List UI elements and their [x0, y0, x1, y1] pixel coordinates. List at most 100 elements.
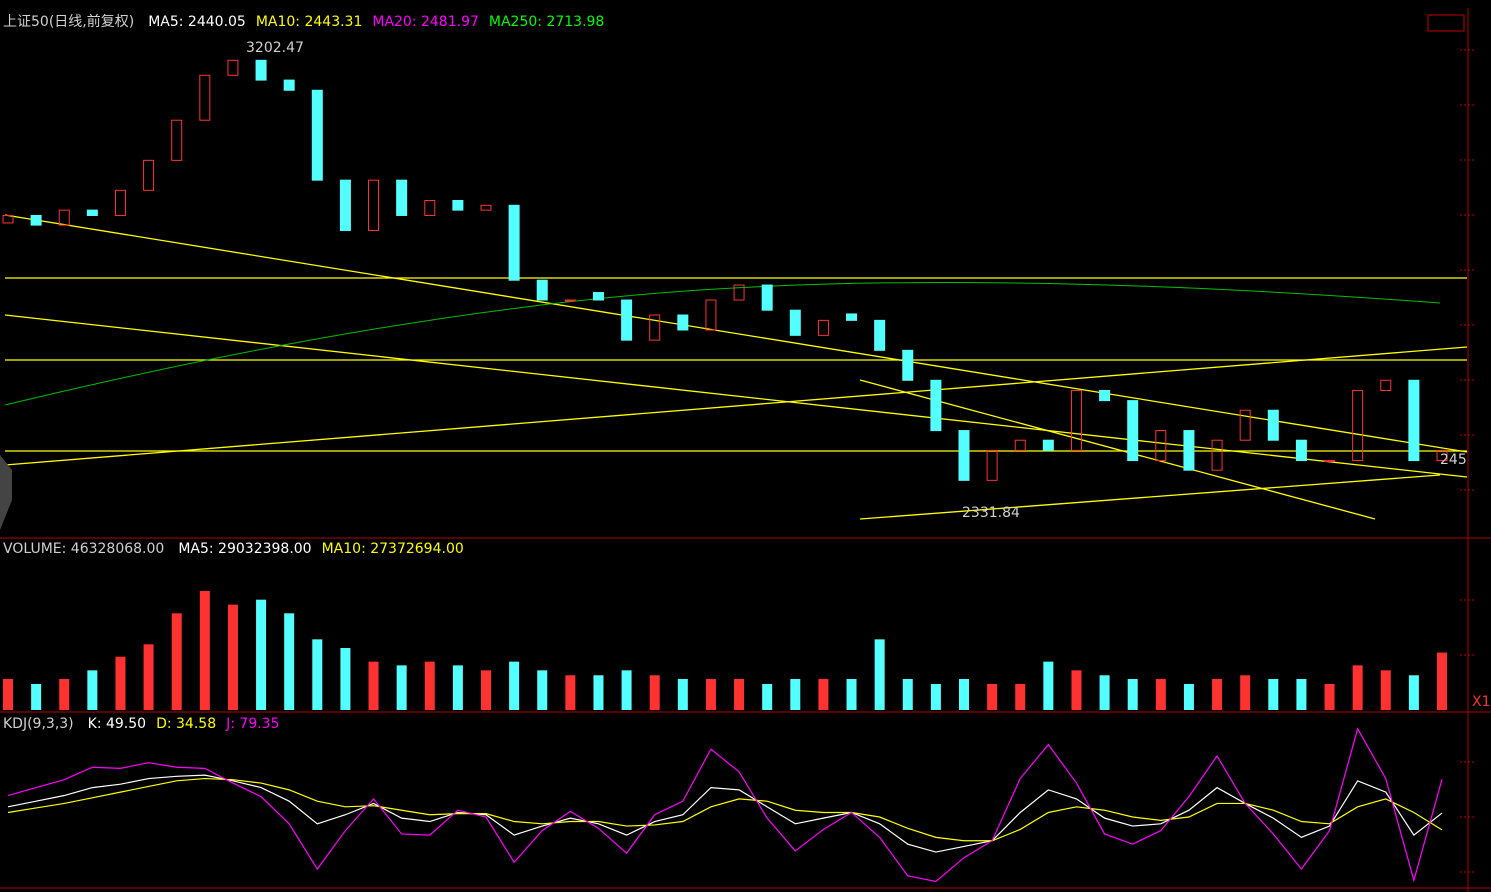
volume-bar: [368, 661, 379, 710]
volume-bar: [1043, 661, 1054, 710]
candle-body: [536, 279, 548, 301]
legend-entry: MA5: 2440.05: [148, 14, 246, 30]
candle-body: [1380, 379, 1392, 391]
candle-body: [1014, 439, 1026, 451]
candle-body: [1352, 389, 1364, 462]
legend-entry: MA20: 2481.97: [372, 14, 479, 30]
volume-bar: [481, 670, 491, 710]
high-label: 3202.47: [246, 40, 304, 56]
candle-body: [1127, 400, 1139, 462]
kdj-line: [7, 727, 1443, 883]
candle-body: [368, 179, 380, 231]
candle-body: [171, 119, 183, 161]
volume-bar: [565, 675, 576, 710]
volume-bar: [115, 656, 126, 710]
legend-entry: D: 34.58: [156, 716, 216, 732]
volume-bar: [593, 675, 604, 710]
candle-body: [508, 204, 520, 281]
volume-bar: [902, 679, 913, 710]
candle-body: [564, 299, 576, 302]
volume-bar: [396, 665, 407, 710]
legend-entry: K: 49.50: [88, 716, 146, 732]
candle-body: [733, 284, 745, 301]
volume-bar: [1296, 679, 1307, 710]
volume-bar: [59, 679, 70, 710]
kdj-line: [7, 774, 1443, 853]
candle-body: [1211, 439, 1223, 471]
candle-body: [227, 59, 239, 76]
axis-label: X1: [1472, 694, 1491, 710]
candle-body: [452, 199, 464, 211]
volume-bar: [846, 679, 857, 710]
candle-body: [874, 319, 886, 351]
volume-bar: [790, 679, 801, 710]
candle-body: [761, 284, 773, 311]
candle-body: [1267, 409, 1279, 441]
volume-bar: [31, 683, 42, 710]
kdj-line: [7, 777, 1443, 842]
candle-body: [480, 204, 492, 211]
volume-bar: [1324, 683, 1335, 710]
volume-bar: [284, 613, 295, 710]
candle-body: [283, 79, 295, 91]
legend-entry: MA10: 2443.31: [256, 14, 363, 30]
candle-body: [1155, 430, 1167, 462]
candle-body: [396, 179, 408, 216]
candle-body: [1070, 389, 1082, 451]
candle-body: [86, 209, 98, 216]
candle-body: [255, 59, 267, 81]
candle-body: [789, 309, 801, 336]
low-label: 2331.84: [962, 505, 1020, 521]
legend-entry: J: 79.35: [225, 716, 279, 732]
legend-entry: MA250: 2713.98: [489, 14, 604, 30]
volume-bar: [959, 679, 969, 710]
scroll-handle: [0, 455, 12, 530]
volume-bar: [537, 670, 548, 710]
volume-bar: [874, 639, 885, 710]
volume-bar: [621, 670, 632, 710]
candle-body: [2, 214, 14, 224]
volume-bar: [705, 679, 716, 710]
candle-body: [1239, 409, 1251, 441]
volume-bar: [1183, 683, 1194, 710]
volume-bar: [143, 644, 154, 710]
price-label: 245: [1440, 452, 1467, 468]
volume-bar: [762, 683, 773, 710]
volume-bar: [452, 665, 463, 710]
volume-bar: [818, 679, 829, 710]
volume-bar: [227, 604, 238, 710]
volume-bar: [1240, 675, 1251, 710]
window-buttons: [1427, 14, 1465, 32]
candle-body: [339, 179, 351, 231]
panel-title: 上证50(日线,前复权): [3, 13, 134, 30]
candle-body: [817, 319, 829, 336]
volume-bar: [1212, 679, 1223, 710]
candle-body: [705, 299, 717, 331]
volume-bar: [1352, 665, 1363, 710]
candle-body: [902, 349, 914, 381]
volume-bar: [649, 675, 660, 710]
candle-body: [424, 199, 436, 216]
trend-lines: [4, 214, 1468, 520]
candle-body: [58, 209, 70, 226]
ma250-line: [4, 281, 1441, 406]
candle-body: [1436, 449, 1448, 462]
volume-bar: [3, 679, 13, 710]
candle-body: [143, 159, 155, 191]
volume-bar: [1127, 679, 1138, 710]
candle-body: [1324, 460, 1336, 463]
volume-bar: [171, 613, 182, 710]
candle-body: [1295, 439, 1307, 462]
candle-body: [677, 314, 689, 331]
frame: [0, 8, 1491, 892]
volume-bar: [312, 639, 323, 710]
candle-body: [958, 430, 970, 481]
volume-bar: [1155, 679, 1166, 710]
volume-bar: [1015, 683, 1026, 710]
volume-bar: [1380, 670, 1391, 710]
volume-bar: [1071, 670, 1082, 710]
volume-bar: [1437, 652, 1447, 710]
candle-body: [930, 379, 942, 432]
